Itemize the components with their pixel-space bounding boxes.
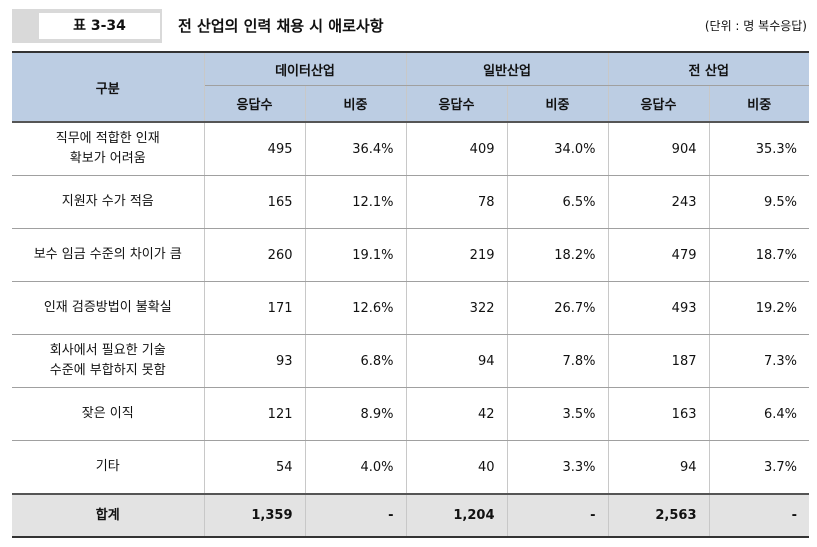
unit-note: (단위 : 명 복수응답)	[704, 19, 807, 33]
recruitment-difficulty-table: 구분 데이터산업 일반산업 전 산업 응답수 비중 응답수 비중 응답수 비중 …	[12, 51, 809, 538]
table-number-box: 표 3-34	[12, 9, 162, 43]
total-share: -	[506, 493, 609, 538]
cell-share: 18.2%	[506, 228, 609, 282]
table-row: 기타 54 4.0% 40 3.3% 94 3.7%	[12, 440, 809, 495]
row-category: 보수 임금 수준의 차이가 큼	[12, 228, 205, 282]
row-category-line: 회사에서 필요한 기술	[49, 343, 166, 358]
cell-share: 6.4%	[708, 387, 809, 441]
header-share: 비중	[304, 85, 407, 123]
cell-share: 3.5%	[506, 387, 609, 441]
total-responses: 1,204	[405, 493, 508, 538]
cell-share: 18.7%	[708, 228, 809, 282]
cell-responses: 165	[203, 175, 306, 229]
table-row: 인재 검증방법이 불확실 171 12.6% 322 26.7% 493 19.…	[12, 281, 809, 335]
header-share: 비중	[506, 85, 609, 123]
cell-share: 8.9%	[304, 387, 407, 441]
header-responses: 응답수	[607, 85, 710, 123]
cell-responses: 42	[405, 387, 508, 441]
cell-responses: 40	[405, 440, 508, 495]
row-category: 잦은 이직	[12, 387, 205, 441]
header-responses: 응답수	[405, 85, 508, 123]
cell-responses: 479	[607, 228, 710, 282]
row-category-line: 직무에 적합한 인재	[55, 131, 160, 146]
cell-share: 7.8%	[506, 334, 609, 388]
cell-responses: 78	[405, 175, 508, 229]
cell-share: 12.1%	[304, 175, 407, 229]
cell-responses: 171	[203, 281, 306, 335]
table-row: 잦은 이직 121 8.9% 42 3.5% 163 6.4%	[12, 387, 809, 441]
cell-responses: 121	[203, 387, 306, 441]
cell-responses: 904	[607, 122, 710, 176]
cell-responses: 94	[607, 440, 710, 495]
cell-responses: 493	[607, 281, 710, 335]
cell-share: 9.5%	[708, 175, 809, 229]
cell-share: 35.3%	[708, 122, 809, 176]
total-share: -	[708, 493, 809, 538]
cell-share: 19.2%	[708, 281, 809, 335]
table-row: 보수 임금 수준의 차이가 큼 260 19.1% 219 18.2% 479 …	[12, 228, 809, 282]
header-group-general-industry: 일반산업	[405, 51, 609, 86]
cell-share: 6.5%	[506, 175, 609, 229]
cell-share: 12.6%	[304, 281, 407, 335]
total-row: 합계 1,359 - 1,204 - 2,563 -	[12, 493, 809, 538]
header-responses: 응답수	[204, 85, 306, 123]
cell-share: 4.0%	[304, 440, 407, 495]
row-category: 기타	[12, 440, 205, 495]
cell-share: 36.4%	[304, 122, 407, 176]
cell-share: 3.3%	[506, 440, 609, 495]
header-category: 구분	[12, 51, 205, 123]
total-responses: 1,359	[203, 493, 306, 538]
cell-responses: 54	[203, 440, 306, 495]
cell-share: 7.3%	[708, 334, 809, 388]
cell-responses: 322	[405, 281, 508, 335]
cell-share: 3.7%	[708, 440, 809, 495]
header-share: 비중	[708, 85, 809, 123]
total-responses: 2,563	[607, 493, 710, 538]
cell-share: 6.8%	[304, 334, 407, 388]
row-category: 인재 검증방법이 불확실	[12, 281, 205, 335]
table-title: 전 산업의 인력 채용 시 애로사항	[178, 17, 384, 35]
row-category-line: 확보가 어려움	[69, 151, 146, 166]
header-group-data-industry: 데이터산업	[203, 51, 407, 86]
cell-responses: 187	[607, 334, 710, 388]
row-category-line: 수준에 부합하지 못함	[49, 363, 166, 378]
table-caption: 표 3-34 전 산업의 인력 채용 시 애로사항 (단위 : 명 복수응답)	[12, 9, 809, 43]
cell-share: 19.1%	[304, 228, 407, 282]
header-group-all-industries: 전 산업	[607, 51, 809, 86]
total-label: 합계	[12, 493, 205, 538]
cell-responses: 219	[405, 228, 508, 282]
cell-share: 26.7%	[506, 281, 609, 335]
cell-responses: 163	[607, 387, 710, 441]
cell-responses: 93	[203, 334, 306, 388]
cell-share: 34.0%	[506, 122, 609, 176]
cell-responses: 243	[607, 175, 710, 229]
table-row: 지원자 수가 적음 165 12.1% 78 6.5% 243 9.5%	[12, 175, 809, 229]
row-category: 지원자 수가 적음	[12, 175, 205, 229]
cell-responses: 409	[405, 122, 508, 176]
cell-responses: 94	[405, 334, 508, 388]
cell-responses: 495	[203, 122, 306, 176]
total-share: -	[304, 493, 407, 538]
table-number: 표 3-34	[39, 13, 160, 39]
cell-responses: 260	[203, 228, 306, 282]
